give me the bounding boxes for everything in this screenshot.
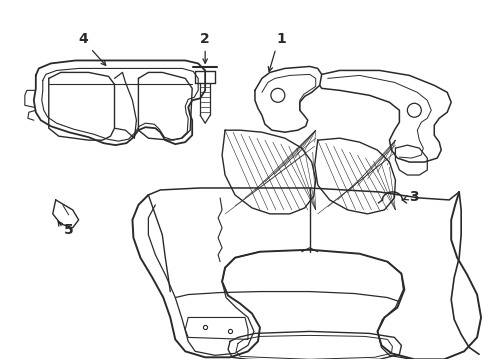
Text: 1: 1	[275, 32, 285, 46]
Text: 4: 4	[79, 32, 88, 46]
Text: 2: 2	[200, 32, 210, 46]
Text: 5: 5	[63, 223, 73, 237]
Text: 3: 3	[408, 190, 418, 204]
